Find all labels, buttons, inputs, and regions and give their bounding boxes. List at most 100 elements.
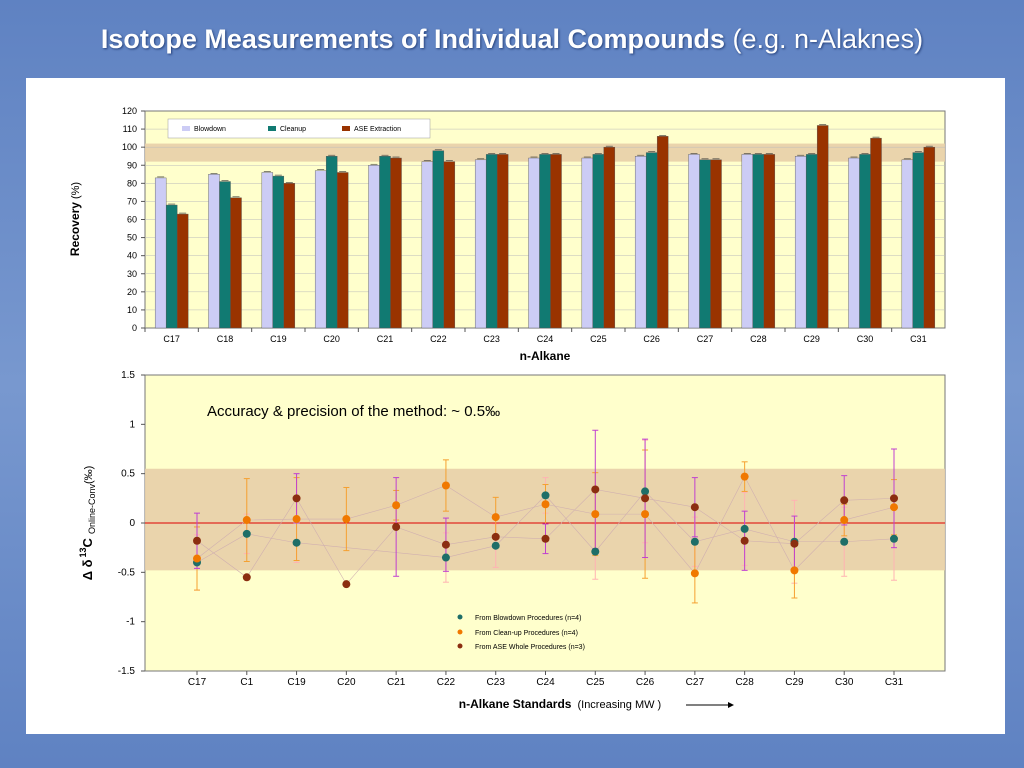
bar-ase-extraction-c27	[710, 159, 722, 329]
bar-y-axis-label-unit: (%)	[70, 182, 82, 199]
bar-x-tick-label: C19	[270, 334, 287, 344]
bar-ase-extraction-c25	[603, 146, 616, 329]
bar-legend-label-ase: ASE Extraction	[354, 126, 401, 133]
scatter-point-from-clean-up-procedures-n-4-c29	[790, 566, 799, 575]
scatter-point-from-blowdown-procedures-n-4-c1	[242, 529, 251, 538]
bar-x-tick-label: C24	[537, 334, 554, 344]
scatter-x-axis-label-note: (Increasing MW )	[577, 699, 661, 711]
scatter-point-from-blowdown-procedures-n-4-c26	[641, 487, 650, 496]
bar-cleanup-c22	[432, 150, 445, 329]
bar-x-tick-label: C27	[697, 334, 714, 344]
scatter-x-tick-label: C1	[240, 677, 253, 688]
scatter-x-tick-label: C31	[885, 677, 904, 688]
bar-x-tick-label: C29	[803, 334, 820, 344]
scatter-point-from-blowdown-procedures-n-4-c30	[840, 537, 849, 546]
scatter-point-from-clean-up-procedures-n-4-c19	[292, 515, 301, 524]
bar-ase-extraction-c28	[763, 154, 776, 329]
bar-legend: Blowdown Cleanup ASE Extraction	[167, 118, 431, 139]
bar-x-tick-label: C26	[643, 334, 660, 344]
scatter-point-from-clean-up-procedures-n-4-c21	[392, 501, 401, 510]
bar-ase-extraction-c21	[390, 157, 402, 329]
scatter-point-from-ase-whole-procedures-n-3-c1	[242, 573, 251, 582]
scatter-legend-marker-ase	[457, 643, 463, 649]
bar-cleanup-c24	[539, 154, 551, 329]
bar-y-tick-label: 60	[127, 215, 137, 225]
isotope-scatter-chart: -1.5-1-0.500.511.5 C17 C1 C19 C20 C21 C22 C23 C…	[78, 370, 946, 711]
bar-x-tick-label: C21	[377, 334, 394, 344]
scatter-y-tick-label: -1.5	[118, 666, 136, 677]
scatter-x-tick-label: C24	[536, 677, 555, 688]
bar-y-ticks: 0 10 20 30 40 50 60 70 80 90 100 110 120	[122, 106, 145, 333]
bar-x-axis-label: n-Alkane	[520, 349, 571, 363]
bar-cleanup-c31	[912, 152, 925, 329]
bar-y-tick-label: 70	[127, 196, 137, 206]
bar-x-tick-label: C22	[430, 334, 447, 344]
bar-legend-label-cleanup: Cleanup	[280, 126, 306, 133]
scatter-point-from-clean-up-procedures-n-4-c26	[641, 510, 650, 519]
scatter-point-from-ase-whole-procedures-n-3-c31	[890, 494, 898, 503]
scatter-point-from-ase-whole-procedures-n-3-c26	[641, 494, 650, 503]
bar-blowdown-c20	[314, 170, 327, 329]
bar-x-ticks: C17 C18 C19 C20 C21 C22 C23 C24 C25 C26 C27 C28 C29 C…	[144, 328, 927, 344]
scatter-y-tick-label: 0	[129, 518, 135, 529]
bar-cleanup-c17	[165, 204, 178, 329]
bar-cleanup-c19	[272, 175, 285, 329]
scatter-point-from-ase-whole-procedures-n-3-c23	[491, 532, 500, 541]
bar-x-tick-label: C25	[590, 334, 607, 344]
scatter-point-from-blowdown-procedures-n-4-c19	[292, 538, 301, 547]
scatter-point-from-clean-up-procedures-n-4-c27	[690, 569, 699, 578]
scatter-legend-marker-blowdown	[457, 614, 463, 620]
scatter-y-tick-label: 1.5	[121, 370, 135, 381]
bar-legend-swatch-cleanup	[268, 126, 276, 131]
bar-ase-extraction-c29	[816, 125, 829, 329]
scatter-point-from-clean-up-procedures-n-4-c25	[591, 510, 600, 519]
scatter-point-from-ase-whole-procedures-n-3-c20	[342, 580, 351, 589]
bar-blowdown-c30	[848, 157, 860, 329]
bar-blowdown-c23	[474, 159, 487, 329]
scatter-x-ticks: C17 C1 C19 C20 C21 C22 C23 C24 C25 C26 C27 C28 C29 C3…	[188, 671, 904, 688]
scatter-y-tick-label: -0.5	[118, 567, 136, 578]
bar-ase-extraction-c26	[656, 136, 669, 329]
scatter-legend-marker-cleanup	[457, 629, 463, 635]
bar-x-tick-label: C30	[857, 334, 874, 344]
scatter-y-tick-label: -1	[126, 617, 135, 628]
bar-legend-swatch-blowdown	[182, 126, 190, 131]
scatter-point-from-clean-up-procedures-n-4-c1	[242, 516, 251, 525]
scatter-legend-label-ase: From ASE Whole Procedures (n=3)	[475, 644, 585, 651]
scatter-point-from-blowdown-procedures-n-4-c31	[890, 534, 898, 543]
bar-y-tick-label: 120	[122, 106, 137, 116]
bar-marks	[154, 124, 936, 329]
scatter-point-from-blowdown-procedures-n-4-c24	[541, 491, 550, 500]
bar-blowdown-c22	[421, 161, 434, 329]
bar-y-tick-label: 50	[127, 233, 137, 243]
bar-y-tick-label: 110	[123, 124, 137, 134]
bar-legend-box	[167, 118, 431, 139]
bar-y-axis-label-main: Recovery	[68, 202, 82, 256]
title-sub: (e.g. n-Alaknes)	[732, 24, 924, 54]
scatter-point-from-ase-whole-procedures-n-3-c30	[840, 496, 849, 505]
bar-blowdown-c25	[581, 157, 594, 329]
recovery-bar-chart: 0 10 20 30 40 50 60 70 80 90 100 110 120 C17 C18 C19 C2…	[68, 106, 946, 363]
scatter-y-tick-label: 0.5	[121, 469, 135, 480]
bar-cleanup-c21	[379, 156, 391, 329]
bar-cleanup-c26	[645, 152, 658, 329]
bar-blowdown-c29	[794, 156, 807, 329]
scatter-point-from-blowdown-procedures-n-4-c25	[591, 547, 600, 556]
bar-cleanup-c30	[859, 154, 871, 329]
bar-x-tick-label: C31	[910, 334, 927, 344]
scatter-x-tick-label: C19	[287, 677, 306, 688]
scatter-y-label-iso: 13	[78, 547, 88, 557]
scatter-annotation: Accuracy & precision of the method: ~ 0.…	[207, 403, 500, 420]
bar-cleanup-c25	[592, 154, 605, 329]
scatter-x-tick-label: C28	[735, 677, 754, 688]
bar-ase-extraction-c30	[870, 137, 882, 329]
bar-x-tick-label: C17	[163, 334, 180, 344]
title-main: Isotope Measurements of Individual Compo…	[100, 24, 725, 54]
scatter-point-from-clean-up-procedures-n-4-c23	[491, 513, 500, 522]
scatter-point-from-ase-whole-procedures-n-3-c17	[193, 536, 201, 545]
bar-blowdown-c17	[154, 177, 167, 329]
scatter-point-from-clean-up-procedures-n-4-c22	[441, 481, 450, 490]
scatter-legend-label-blowdown: From Blowdown Procedures (n=4)	[475, 615, 581, 622]
bar-ase-extraction-c22	[443, 161, 456, 329]
